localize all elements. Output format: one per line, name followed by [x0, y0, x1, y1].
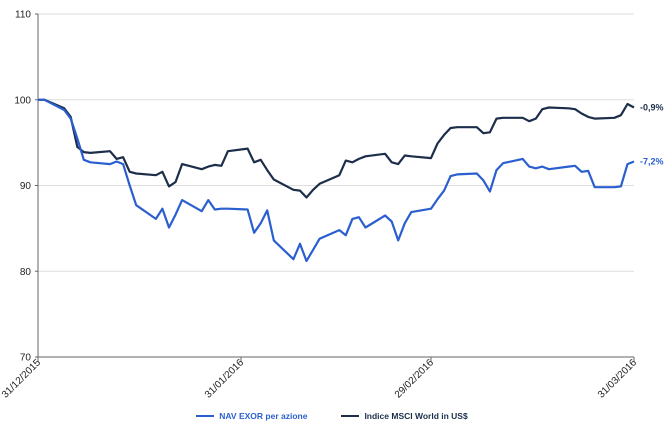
legend-swatch-nav [196, 415, 215, 417]
legend-item-msci: Indice MSCI World in US$ [341, 411, 468, 421]
y-axis-ticks: 70 80 90 100 110 [14, 10, 38, 364]
y-tick-label: 110 [15, 10, 31, 21]
x-tick-label: 31/01/2016 [203, 357, 246, 400]
series-end-labels: -0,9% -7,2% [640, 102, 664, 166]
x-tick-label: 31/03/2016 [596, 357, 639, 400]
y-tick-label: 90 [20, 181, 32, 192]
series-lines [38, 98, 635, 263]
x-tick-label: 29/02/2016 [393, 357, 436, 400]
legend-item-nav: NAV EXOR per azione [196, 411, 307, 421]
series-line-nav [38, 98, 635, 263]
y-tick-label: 80 [20, 267, 32, 278]
y-tick-label: 70 [20, 353, 32, 364]
legend-label-msci: Indice MSCI World in US$ [364, 411, 468, 421]
legend: NAV EXOR per azione Indice MSCI World in… [0, 410, 664, 422]
series-line-msci [38, 98, 635, 199]
y-tick-label: 100 [14, 95, 31, 106]
gridlines [38, 13, 634, 272]
x-tick-label: 31/12/2015 [0, 357, 43, 400]
end-label-msci: -0,9% [640, 102, 664, 112]
end-label-nav: -7,2% [640, 156, 664, 166]
x-axis-ticks: 31/12/2015 31/01/2016 29/02/2016 31/03/2016 [0, 357, 639, 401]
line-chart: 70 80 90 100 110 31/12/2015 31/01/2016 29/02/2… [0, 10, 664, 401]
legend-label-nav: NAV EXOR per azione [219, 411, 308, 421]
legend-swatch-msci [341, 415, 360, 417]
